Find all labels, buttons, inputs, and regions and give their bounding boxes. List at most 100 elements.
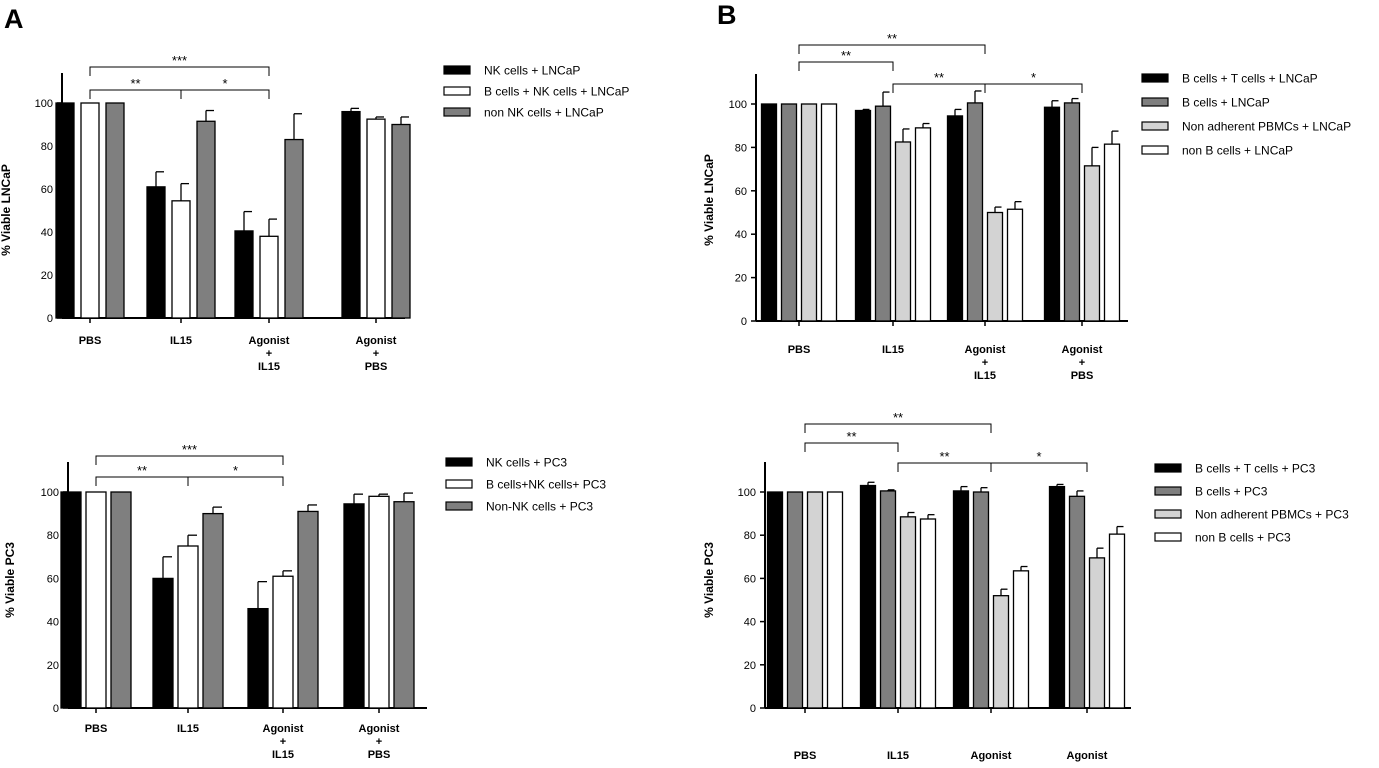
significance-label: ** <box>934 70 944 85</box>
bar-non-adherent-pbmcs-pc3 <box>899 516 917 709</box>
significance-label: ** <box>846 429 856 444</box>
significance-bracket <box>180 89 270 99</box>
y-axis-label: % Viable PC3 <box>702 542 716 618</box>
x-tick-label: Agonist <box>356 335 397 347</box>
significance-label: ** <box>841 48 851 63</box>
y-tick-label: 0 <box>53 703 59 715</box>
legend-label: B cells + NK cells + LNCaP <box>484 85 629 99</box>
bar-b-cells-nk-cells-lncap <box>366 118 386 319</box>
significance-bracket <box>89 89 182 99</box>
y-tick-label: 20 <box>735 273 747 285</box>
legend-swatch <box>443 65 471 75</box>
bar-b-cells-lncap <box>780 103 798 322</box>
legend-label: Non adherent PBMCs + PC3 <box>1195 508 1349 522</box>
legend-label: NK cells + PC3 <box>486 456 567 470</box>
bar-b-cells-nk-cells-pc3 <box>272 575 294 709</box>
y-tick-label: 0 <box>741 316 747 328</box>
y-tick-label: 40 <box>47 617 59 629</box>
bar-nk-cells-pc3 <box>343 503 365 709</box>
legend-label: B cells+NK cells+ PC3 <box>486 478 606 492</box>
significance-bracket <box>804 442 899 452</box>
legend-swatch <box>443 86 471 96</box>
significance-label: ** <box>887 31 897 46</box>
legend-swatch <box>1141 97 1169 107</box>
significance-bracket <box>804 423 992 433</box>
significance-label: ** <box>893 410 903 425</box>
x-tick-label: PBS <box>365 361 388 373</box>
y-tick-label: 100 <box>41 487 59 499</box>
significance-bracket <box>984 83 1083 93</box>
x-tick-label: PBS <box>79 335 102 347</box>
y-tick-label: 20 <box>41 270 53 282</box>
bar-non-adherent-pbmcs-lncap <box>986 211 1004 322</box>
bar-b-cells-nk-cells-lncap <box>80 102 100 319</box>
bar-b-cells-t-cells-lncap <box>1043 106 1061 322</box>
y-tick-label: 80 <box>744 530 756 542</box>
bar-b-cells-t-cells-lncap <box>854 109 872 322</box>
bar-b-cells-lncap <box>966 102 984 322</box>
y-tick-label: 0 <box>750 703 756 715</box>
x-tick-label: + <box>373 348 379 360</box>
x-tick-label: Agonist <box>965 344 1006 356</box>
significance-label: * <box>1036 449 1041 464</box>
bar-b-cells-t-cells-pc3 <box>1048 485 1066 709</box>
significance-bracket <box>95 455 284 465</box>
significance-bracket <box>798 61 894 71</box>
significance-bracket <box>897 462 992 472</box>
x-tick-label: + <box>280 736 286 748</box>
x-tick-label: IL15 <box>974 370 996 382</box>
x-tick-label: PBS <box>794 750 817 762</box>
legend-label: non B cells + LNCaP <box>1182 144 1293 158</box>
significance-label: ** <box>130 76 140 91</box>
x-tick-label: IL15 <box>272 749 294 761</box>
y-tick-label: 40 <box>735 229 747 241</box>
y-tick-label: 0 <box>47 313 53 325</box>
legend-label: B cells + PC3 <box>1195 485 1268 499</box>
bar-non-b-cells-pc3 <box>919 518 937 709</box>
y-tick-label: 100 <box>738 487 756 499</box>
bar-b-cells-pc3 <box>1068 495 1086 709</box>
x-tick-label: Agonist <box>359 723 400 735</box>
y-tick-label: 80 <box>41 141 53 153</box>
bar-b-cells-pc3 <box>879 490 897 709</box>
bar-non-b-cells-pc3 <box>1012 570 1030 709</box>
bar-non-b-cells-lncap <box>820 103 838 322</box>
x-tick-label: IL15 <box>177 723 199 735</box>
x-tick-label: IL15 <box>882 344 904 356</box>
significance-label: ** <box>137 463 147 478</box>
y-tick-label: 60 <box>47 573 59 585</box>
bar-b-cells-nk-cells-lncap <box>171 200 191 319</box>
y-tick-label: 80 <box>735 142 747 154</box>
legend-swatch <box>1141 121 1169 131</box>
bar-non-nk-cells-pc3 <box>297 510 319 709</box>
legend-label: B cells + T cells + PC3 <box>1195 462 1316 476</box>
legend-swatch <box>1141 145 1169 155</box>
x-tick-label: IL15 <box>170 335 192 347</box>
x-tick-label: PBS <box>85 723 108 735</box>
x-tick-label: IL15 <box>887 750 909 762</box>
bar-non-b-cells-lncap <box>1006 208 1024 322</box>
x-tick-label: Agonist <box>971 750 1012 762</box>
y-axis-label: % Viable LNCaP <box>0 164 13 256</box>
x-tick-label: Agonist <box>1067 750 1108 762</box>
legend-swatch <box>1154 486 1182 496</box>
bar-non-nk-cells-pc3 <box>110 491 132 709</box>
significance-bracket <box>187 476 284 486</box>
y-axis-label: % Viable LNCaP <box>702 154 716 246</box>
bar-b-cells-nk-cells-pc3 <box>85 491 107 709</box>
bar-non-nk-cells-pc3 <box>393 501 415 709</box>
bar-nk-cells-lncap <box>55 102 75 319</box>
bar-b-cells-pc3 <box>972 491 990 709</box>
y-tick-label: 60 <box>735 186 747 198</box>
x-tick-label: + <box>1079 357 1085 369</box>
bar-b-cells-t-cells-pc3 <box>859 484 877 709</box>
legend-label: B cells + LNCaP <box>1182 96 1270 110</box>
y-tick-label: 40 <box>41 227 53 239</box>
significance-bracket <box>798 44 986 54</box>
x-tick-label: Agonist <box>249 335 290 347</box>
legend-label: NK cells + LNCaP <box>484 64 580 78</box>
legend-label: B cells + T cells + LNCaP <box>1182 72 1318 86</box>
